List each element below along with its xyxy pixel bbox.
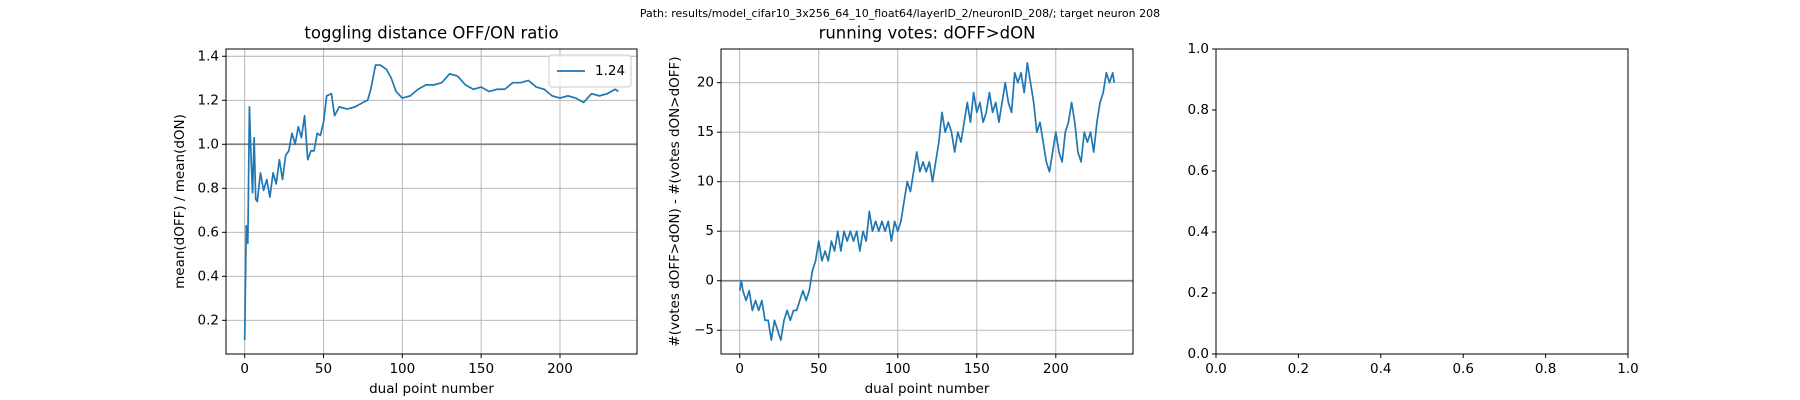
legend-label: 1.24	[595, 63, 625, 79]
x-tick-label: 0.4	[1370, 361, 1391, 377]
y-tick-label: 0	[705, 273, 714, 289]
x-tick-label: 200	[547, 361, 573, 377]
y-tick-label: −5	[694, 322, 714, 338]
data-line	[243, 64, 619, 341]
y-tick-label: 0.4	[198, 268, 219, 284]
axes-frame	[225, 48, 638, 355]
y-axis-label: mean(dOFF) / mean(dON)	[172, 114, 188, 289]
y-tick-label: 0.0	[1188, 346, 1209, 362]
axes-title: running votes: dOFF>dON	[819, 24, 1036, 43]
figure-title: Path: results/model_cifar10_3x256_64_10_…	[640, 7, 1160, 20]
data-line	[738, 62, 1116, 341]
axes-title: toggling distance OFF/ON ratio	[304, 24, 558, 43]
y-tick-label: 5	[705, 223, 714, 239]
x-axis-label: dual point number	[865, 381, 990, 397]
axes-frame	[1215, 48, 1629, 355]
x-tick-label: 50	[810, 361, 827, 377]
x-axis-label: dual point number	[369, 381, 494, 397]
legend-box	[548, 54, 632, 88]
y-tick-label: 1.2	[198, 92, 219, 108]
y-tick-label: 15	[697, 124, 714, 140]
x-tick-label: 0.2	[1288, 361, 1309, 377]
y-tick-label: 0.8	[198, 180, 219, 196]
x-tick-label: 0	[735, 361, 744, 377]
axes-frame	[720, 48, 1134, 355]
x-tick-label: 0.8	[1535, 361, 1556, 377]
y-tick-label: 1.0	[198, 136, 219, 152]
y-tick-label: 0.8	[1188, 102, 1209, 118]
y-tick-label: 1.4	[198, 48, 219, 64]
y-tick-label: 0.2	[198, 312, 219, 328]
y-tick-label: 0.6	[1188, 163, 1209, 179]
x-tick-label: 150	[964, 361, 990, 377]
x-tick-label: 200	[1043, 361, 1069, 377]
y-axis-label: #(votes dOFF>dON) - #(votes dON>dOFF)	[667, 56, 683, 346]
y-tick-label: 20	[697, 75, 714, 91]
y-tick-label: 1.0	[1188, 41, 1209, 57]
x-tick-label: 100	[389, 361, 415, 377]
x-tick-label: 150	[468, 361, 494, 377]
x-tick-label: 0.6	[1452, 361, 1473, 377]
x-tick-label: 1.0	[1617, 361, 1638, 377]
y-tick-label: 0.2	[1188, 285, 1209, 301]
x-tick-label: 0.0	[1205, 361, 1226, 377]
y-tick-label: 10	[697, 174, 714, 190]
x-tick-label: 0	[240, 361, 249, 377]
y-tick-label: 0.4	[1188, 224, 1209, 240]
y-tick-label: 0.6	[198, 224, 219, 240]
x-tick-label: 50	[315, 361, 332, 377]
x-tick-label: 100	[885, 361, 911, 377]
